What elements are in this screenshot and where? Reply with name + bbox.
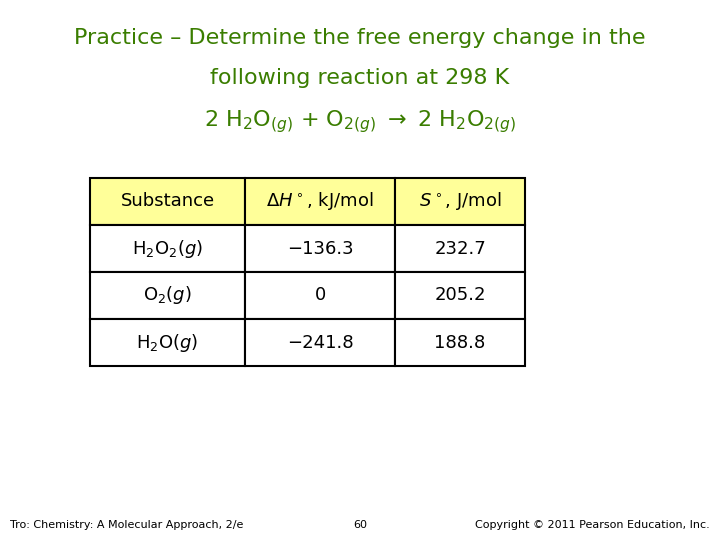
Text: −136.3: −136.3 <box>287 240 354 258</box>
Bar <box>395 272 525 319</box>
Text: Tro: Chemistry: A Molecular Approach, 2/e: Tro: Chemistry: A Molecular Approach, 2/… <box>10 520 243 530</box>
Text: $S^\circ$, J/mol: $S^\circ$, J/mol <box>418 191 501 213</box>
Bar <box>245 225 395 272</box>
Text: $\Delta H^\circ$, kJ/mol: $\Delta H^\circ$, kJ/mol <box>266 191 374 213</box>
Bar <box>90 272 245 319</box>
Text: 0: 0 <box>315 287 325 305</box>
Text: 205.2: 205.2 <box>434 287 486 305</box>
Text: Practice – Determine the free energy change in the: Practice – Determine the free energy cha… <box>74 28 646 48</box>
Text: O$_2$($g$): O$_2$($g$) <box>143 285 192 307</box>
Bar <box>245 272 395 319</box>
Text: following reaction at 298 K: following reaction at 298 K <box>210 68 510 88</box>
Bar <box>90 319 245 366</box>
Text: −241.8: −241.8 <box>287 334 354 352</box>
Text: Substance: Substance <box>120 192 215 211</box>
Text: Copyright © 2011 Pearson Education, Inc.: Copyright © 2011 Pearson Education, Inc. <box>475 520 710 530</box>
Bar <box>245 319 395 366</box>
Bar <box>395 319 525 366</box>
Text: 2 H$_2$O$_{(g)}$ + O$_{2(g)}$ $\rightarrow$ 2 H$_2$O$_{2(g)}$: 2 H$_2$O$_{(g)}$ + O$_{2(g)}$ $\rightarr… <box>204 108 516 135</box>
Text: H$_2$O$_2$($g$): H$_2$O$_2$($g$) <box>132 238 203 260</box>
Bar <box>90 178 245 225</box>
Text: H$_2$O($g$): H$_2$O($g$) <box>136 332 199 354</box>
Bar <box>245 178 395 225</box>
Bar <box>90 225 245 272</box>
Text: 232.7: 232.7 <box>434 240 486 258</box>
Text: 188.8: 188.8 <box>434 334 485 352</box>
Text: 60: 60 <box>353 520 367 530</box>
Bar <box>395 225 525 272</box>
Bar <box>395 178 525 225</box>
